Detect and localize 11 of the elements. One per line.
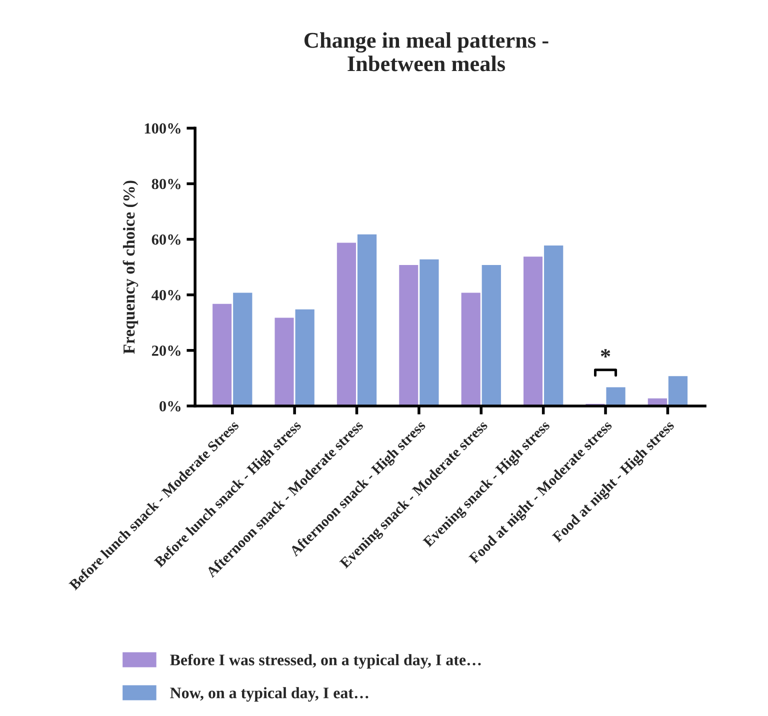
chart-title: Change in meal patterns - Inbetween meals [304,32,548,72]
y-tick-label: 20% [152,346,180,356]
y-axis-title: Frequency of choice (%) [122,180,138,354]
y-tick-label: 60% [152,234,180,245]
annotation: * [600,349,610,358]
y-tick-label: 0% [160,401,180,412]
y-tick-label: 40% [152,290,180,300]
legend-label: Before I was stressed, on a typical day, I ate… [170,654,481,669]
legend-label: Now, on a typical day, I eat… [170,687,368,702]
y-tick-label: 100% [144,123,180,134]
y-tick-label: 80% [152,178,180,190]
